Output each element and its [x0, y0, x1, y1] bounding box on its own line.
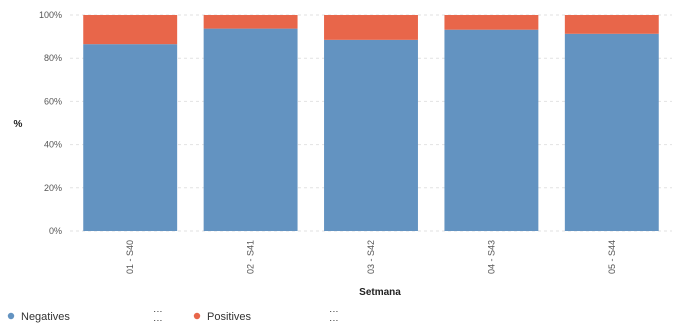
- legend-label-negatives[interactable]: Negatives: [21, 311, 70, 323]
- x-tick-label: 04 - S43: [486, 240, 496, 274]
- y-tick-label: 100%: [39, 10, 62, 20]
- bar-segment-negatives[interactable]: [83, 44, 178, 231]
- y-axis-title: %: [14, 119, 23, 130]
- x-tick-label: 01 - S40: [125, 240, 135, 274]
- bar-segment-negatives[interactable]: [444, 29, 539, 231]
- bar-segment-positives[interactable]: [83, 15, 178, 45]
- x-tick-label: 02 - S41: [246, 240, 256, 274]
- bars: [83, 15, 659, 232]
- legend: Negatives ⋮⋮ Positives ⋮⋮: [7, 307, 339, 325]
- bar-segment-negatives[interactable]: [324, 39, 418, 232]
- x-tick-label: 05 - S44: [607, 240, 617, 274]
- legend-marker-positives: [193, 312, 201, 320]
- bar-segment-positives[interactable]: [203, 15, 298, 29]
- x-axis-title: Setmana: [359, 287, 401, 298]
- y-tick-label: 60%: [44, 96, 62, 106]
- y-tick-label: 20%: [44, 183, 62, 193]
- bar-segment-negatives[interactable]: [203, 28, 298, 231]
- y-axis-ticks: 0% 20% 40% 60% 80% 100%: [39, 10, 62, 236]
- bar-segment-positives[interactable]: [324, 15, 418, 40]
- bar-segment-positives[interactable]: [564, 15, 659, 34]
- bar-segment-positives[interactable]: [444, 15, 539, 30]
- legend-label-positives[interactable]: Positives: [207, 311, 252, 323]
- y-tick-label: 40%: [44, 140, 62, 150]
- x-tick-label: 03 - S42: [366, 240, 376, 274]
- y-tick-label: 80%: [44, 53, 62, 63]
- bar-segment-negatives[interactable]: [564, 33, 659, 232]
- legend-menu-icon[interactable]: ⋮⋮: [153, 307, 163, 325]
- x-axis-ticks: 01 - S40 02 - S41 03 - S42 04 - S43 05 - S44: [125, 240, 617, 274]
- y-tick-label: 0%: [49, 226, 62, 236]
- legend-menu-icon[interactable]: ⋮⋮: [329, 307, 339, 325]
- legend-marker-negatives: [7, 312, 15, 320]
